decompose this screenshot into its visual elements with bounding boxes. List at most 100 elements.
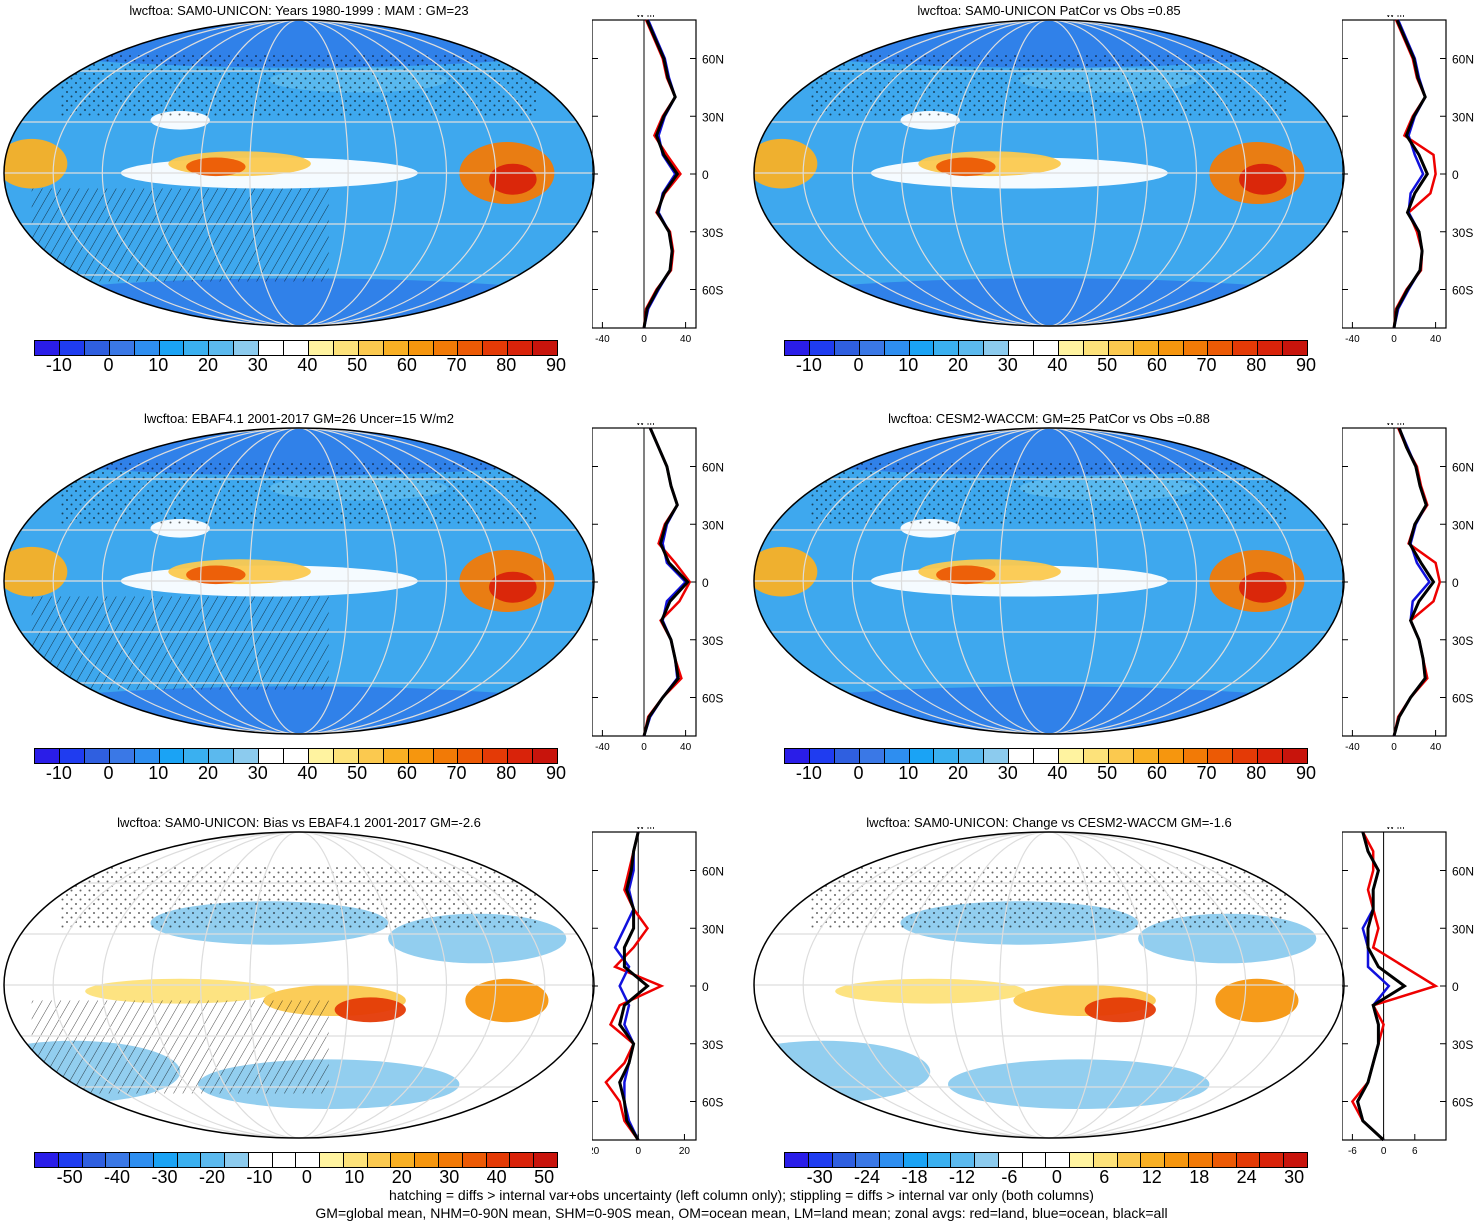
colorbar-cell [1133,341,1159,355]
zonal-value-tick-label: 6 [1412,1146,1418,1157]
zonal-series-land [604,831,665,1141]
colorbar-label: 30 [1284,1167,1305,1187]
colorbar-cell [909,749,935,763]
zonal-lat-tick-label: 60N [1452,461,1474,475]
colorbar-cell [959,341,985,355]
colorbar-cell [1183,341,1209,355]
colorbar-cell [1034,749,1059,763]
colorbar-cell [391,1153,416,1167]
colorbar-cell [1083,341,1109,355]
zonal-lat-tick-label: 60N [702,461,724,475]
colorbar-cell [35,341,60,355]
colorbar-label: 80 [496,763,517,783]
colorbar-cell [343,1153,368,1167]
zonal-mean-plot: W m-2 60N 30N 0 30S 60S -40 0 40 [592,423,724,753]
colorbar-cell [177,1153,202,1167]
zonal-lat-tick-label: 60N [702,53,724,67]
colorbar-label: 24 [1236,1167,1257,1187]
colorbar-label: 40 [297,763,318,783]
colorbar-cell [1283,749,1308,763]
colorbar-label: 60 [1146,763,1167,783]
colorbar-label: 90 [545,763,567,783]
colorbar-cell [934,749,960,763]
colorbar-cell [1260,1153,1285,1167]
colorbar-cell [1117,1153,1142,1167]
footer-line-1: hatching = diffs > internal var+obs unce… [389,1187,1094,1203]
colorbar-cell [1034,341,1059,355]
colorbar-cell [433,749,459,763]
zonal-value-tick-label: -40 [595,334,610,345]
colorbar-label: 20 [947,355,969,375]
zonal-lat-tick-label: 0 [1452,168,1459,182]
colorbar-cell [234,749,260,763]
colorbar-cell [832,1153,857,1167]
colorbar-cell [785,749,810,763]
colorbar-cell [880,1153,904,1167]
colorbar-cell [1009,749,1035,763]
zonal-unit-label: W m-2 [636,423,661,427]
colorbar-cell [106,1153,131,1167]
colorbar-label: 30 [997,763,1018,783]
zonal-lat-tick-label: 30S [702,1038,723,1052]
colorbar-cell [483,341,509,355]
colorbar-cell [1133,749,1159,763]
zonal-lat-tick-label: 30N [1452,110,1474,124]
zonal-lat-tick-label: 0 [702,980,709,994]
colorbar [784,748,1308,764]
colorbar-cell [284,749,309,763]
colorbar-cell [998,1153,1023,1167]
colorbar-cell [333,749,359,763]
colorbar-label: -10 [45,763,72,783]
zonal-series-ocean [1392,427,1431,737]
colorbar-cell [508,341,534,355]
colorbar [34,340,558,356]
zonal-mean-plot: W m-2 60N 30N 0 30S 60S -6 0 6 [1342,827,1474,1157]
colorbar-cell [1046,1153,1071,1167]
colorbar-cell [259,749,285,763]
colorbar-cell [439,1153,463,1167]
colorbar-cell [884,341,910,355]
colorbar-label: 70 [446,763,467,783]
colorbar-cell [1158,749,1184,763]
zonal-series-all [1392,19,1429,329]
colorbar-cell [984,749,1010,763]
zonal-lat-tick-label: 30S [1452,1038,1473,1052]
colorbar-label: 50 [347,355,368,375]
colorbar-cell [284,341,309,355]
zonal-series-ocean [1392,19,1427,329]
colorbar-cell [856,1153,881,1167]
colorbar-cell [358,341,384,355]
zonal-value-tick-label: -40 [595,742,610,753]
zonal-value-tick-label: 40 [680,334,692,345]
colorbar-label: 10 [148,355,169,375]
colorbar-cell [259,341,285,355]
colorbar-cell [483,749,509,763]
colorbar-cell [184,341,210,355]
colorbar-cell [248,1153,273,1167]
colorbar-cell [153,1153,178,1167]
colorbar-label: 70 [1196,355,1217,375]
colorbar [784,1152,1308,1168]
colorbar-cell [35,749,60,763]
colorbar-label: 0 [853,355,864,375]
zonal-value-tick-label: 0 [641,334,647,345]
colorbar-cell [1158,341,1184,355]
zonal-series-all [642,427,690,737]
panel-title: lwcftoa: SAM0-UNICON: Bias vs EBAF4.1 20… [117,815,481,830]
colorbar-label: -30 [806,1167,833,1187]
zonal-lat-tick-label: 0 [702,576,709,590]
colorbar-cell [458,341,484,355]
zonal-value-tick-label: 0 [635,1146,641,1157]
colorbar-cell [834,341,860,355]
zonal-mean-plot: W m-2 60N 30N 0 30S 60S -20 0 20 [592,827,724,1157]
colorbar-cell [272,1153,297,1167]
zonal-mean-plot: W m-2 60N 30N 0 30S 60S -40 0 40 [1342,423,1474,753]
colorbar-cell [458,749,484,763]
colorbar-cell [1009,341,1035,355]
colorbar-label: 60 [396,355,417,375]
colorbar-label: 80 [496,355,517,375]
colorbar-label: 40 [486,1167,507,1187]
zonal-value-tick-label: 0 [1391,742,1397,753]
colorbar-cell [59,749,85,763]
colorbar-label: -10 [45,355,72,375]
